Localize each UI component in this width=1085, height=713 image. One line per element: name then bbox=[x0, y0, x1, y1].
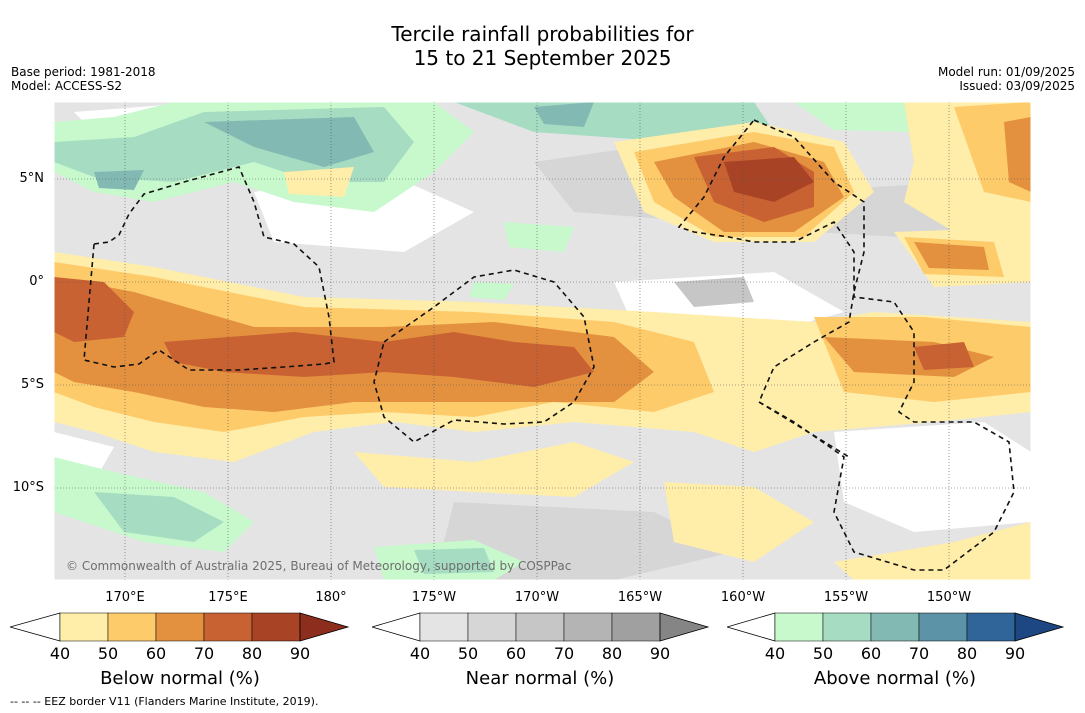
lat-label-10s: 10°S bbox=[12, 480, 44, 495]
above-normal-40 bbox=[504, 222, 574, 252]
copyright-notice: © Commonwealth of Australia 2025, Bureau… bbox=[66, 559, 572, 573]
above-normal-40 bbox=[469, 282, 514, 300]
below-normal-70 bbox=[384, 340, 444, 364]
lon-label-155w: 155°W bbox=[823, 590, 869, 605]
colorbar-swatch bbox=[251, 612, 301, 642]
eez-borders bbox=[83, 119, 1015, 571]
cb-near-tick: 50 bbox=[457, 644, 479, 663]
colorbar-under-arrow bbox=[727, 612, 776, 642]
below-normal-40 bbox=[834, 522, 1031, 580]
cb-near-tick: 60 bbox=[505, 644, 527, 663]
below-normal-40 bbox=[664, 482, 814, 562]
cb-near-title: Near normal (%) bbox=[465, 668, 615, 689]
cb-below-title: Below normal (%) bbox=[100, 668, 260, 689]
rainfall-map bbox=[54, 102, 1031, 580]
lon-label-175w: 175°W bbox=[411, 590, 457, 605]
colorbar-swatch bbox=[870, 612, 920, 642]
below-normal-40 bbox=[354, 442, 634, 497]
lon-label-175e: 175°E bbox=[208, 590, 248, 605]
above-normal-40 bbox=[794, 102, 914, 132]
cb-above-title: Above normal (%) bbox=[813, 668, 977, 689]
cb-below-tick: 40 bbox=[49, 644, 71, 663]
colorbar-above-normal bbox=[727, 612, 1065, 642]
colorbar-below-normal bbox=[10, 612, 350, 642]
below-normal-70 bbox=[54, 277, 134, 342]
cb-near-tick: 90 bbox=[649, 644, 671, 663]
colorbar-swatch bbox=[59, 612, 109, 642]
lat-label-0: 0° bbox=[29, 274, 44, 289]
graticule bbox=[54, 102, 1031, 580]
below-normal-70 bbox=[164, 332, 594, 387]
below-normal-40 bbox=[284, 167, 354, 197]
colorbar-swatch bbox=[203, 612, 253, 642]
colorbar-under-arrow bbox=[10, 612, 61, 642]
lon-label-150w: 150°W bbox=[926, 590, 972, 605]
eez-kiribati-line bbox=[677, 119, 1015, 571]
cb-near-tick: 40 bbox=[409, 644, 431, 663]
lat-label-5n: 5°N bbox=[19, 171, 45, 186]
colorbar-under-arrow bbox=[372, 612, 421, 642]
cb-below-tick: 90 bbox=[289, 644, 311, 663]
above-normal-60 bbox=[204, 117, 374, 167]
eez-footnote: -- -- -- EEZ border V11 (Flanders Marine… bbox=[10, 695, 319, 708]
cb-below-tick: 60 bbox=[145, 644, 167, 663]
lon-label-180: 180° bbox=[315, 590, 347, 605]
colorbar-swatch bbox=[918, 612, 968, 642]
colorbar-swatch bbox=[155, 612, 205, 642]
colorbar-near-normal bbox=[372, 612, 710, 642]
cb-above-tick: 40 bbox=[764, 644, 786, 663]
below-normal-70 bbox=[914, 342, 974, 370]
issued-date: Issued: 03/09/2025 bbox=[959, 79, 1075, 93]
cb-above-tick: 90 bbox=[1004, 644, 1026, 663]
cb-above-tick: 80 bbox=[956, 644, 978, 663]
above-normal-60 bbox=[534, 102, 594, 127]
colorbar-swatch bbox=[822, 612, 872, 642]
base-period: Base period: 1981-2018 bbox=[11, 65, 156, 79]
eez-tuvalu-kiribati bbox=[83, 166, 335, 371]
lon-label-170w: 170°W bbox=[514, 590, 560, 605]
cb-near-tick: 70 bbox=[553, 644, 575, 663]
colorbar-over-arrow bbox=[299, 612, 350, 642]
map-title: Tercile rainfall probabilities for 15 to… bbox=[0, 22, 1085, 70]
model-name: Model: ACCESS-S2 bbox=[11, 79, 123, 93]
model-run: Model run: 01/09/2025 bbox=[937, 65, 1075, 79]
below-normal-60 bbox=[1004, 117, 1031, 192]
lon-label-170e: 170°E bbox=[105, 590, 145, 605]
colorbar-swatch bbox=[563, 612, 613, 642]
lat-label-5s: 5°S bbox=[20, 377, 44, 392]
colorbar-over-arrow bbox=[659, 612, 710, 642]
colorbar-swatch bbox=[966, 612, 1016, 642]
cb-below-tick: 70 bbox=[193, 644, 215, 663]
lon-label-160w: 160°W bbox=[720, 590, 766, 605]
above-normal-60 bbox=[94, 170, 144, 190]
colorbar-swatch bbox=[611, 612, 661, 642]
cb-above-tick: 70 bbox=[908, 644, 930, 663]
cb-above-tick: 50 bbox=[812, 644, 834, 663]
cb-above-tick: 60 bbox=[860, 644, 882, 663]
meta-right: Model run: 01/09/2025 Issued: 03/09/2025 bbox=[938, 65, 1075, 93]
white-patch bbox=[834, 422, 1031, 532]
colorbar-swatch bbox=[467, 612, 517, 642]
colorbar-swatch bbox=[515, 612, 565, 642]
colorbar-over-arrow bbox=[1014, 612, 1065, 642]
below-normal-60 bbox=[914, 242, 989, 270]
above-normal-50 bbox=[94, 492, 224, 542]
meta-left: Base period: 1981-2018 Model: ACCESS-S2 bbox=[11, 65, 156, 93]
colorbar-swatch bbox=[419, 612, 469, 642]
cb-below-tick: 80 bbox=[241, 644, 263, 663]
below-normal-80 bbox=[724, 157, 814, 202]
colorbar-swatch bbox=[107, 612, 157, 642]
cb-near-tick: 80 bbox=[601, 644, 623, 663]
title-line-1: Tercile rainfall probabilities for bbox=[391, 22, 694, 46]
title-line-2: 15 to 21 September 2025 bbox=[413, 46, 672, 70]
near-normal-60 bbox=[674, 277, 754, 307]
colorbar-swatch bbox=[774, 612, 824, 642]
lon-label-165w: 165°W bbox=[617, 590, 663, 605]
cb-below-tick: 50 bbox=[97, 644, 119, 663]
